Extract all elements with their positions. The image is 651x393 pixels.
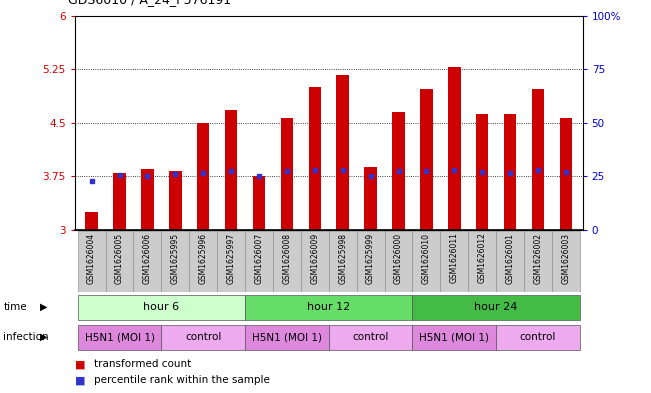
Bar (197, 123, 210, 230)
Text: GSM1625998: GSM1625998 (339, 233, 347, 283)
Bar (225, 110, 238, 230)
Text: hour 6: hour 6 (143, 302, 180, 312)
Text: GSM1626007: GSM1626007 (255, 233, 264, 284)
Bar (189, 231, 217, 292)
Bar (413, 325, 496, 350)
Bar (420, 89, 433, 230)
Bar (476, 114, 488, 230)
Bar (532, 88, 544, 230)
Text: GSM1626003: GSM1626003 (561, 233, 570, 284)
Text: hour 12: hour 12 (307, 302, 350, 312)
Text: GSM1625996: GSM1625996 (199, 233, 208, 284)
Bar (552, 231, 580, 292)
Bar (77, 295, 245, 320)
Bar (161, 231, 189, 292)
Text: H5N1 (MOI 1): H5N1 (MOI 1) (252, 332, 322, 342)
Text: GSM1626000: GSM1626000 (394, 233, 403, 284)
Text: GSM1626012: GSM1626012 (478, 233, 487, 283)
Bar (440, 231, 468, 292)
Text: control: control (352, 332, 389, 342)
Bar (85, 212, 98, 230)
Text: GSM1626004: GSM1626004 (87, 233, 96, 284)
Bar (77, 231, 105, 292)
Text: control: control (519, 332, 556, 342)
Bar (245, 231, 273, 292)
Bar (245, 325, 329, 350)
Text: ▶: ▶ (40, 302, 48, 312)
Bar (496, 325, 580, 350)
Text: transformed count: transformed count (94, 359, 191, 369)
Bar (217, 231, 245, 292)
Bar (448, 67, 461, 230)
Bar (253, 176, 266, 230)
Text: GSM1626011: GSM1626011 (450, 233, 459, 283)
Bar (385, 231, 413, 292)
Text: GSM1626009: GSM1626009 (311, 233, 319, 284)
Text: hour 24: hour 24 (475, 302, 518, 312)
Text: H5N1 (MOI 1): H5N1 (MOI 1) (419, 332, 490, 342)
Bar (357, 231, 385, 292)
Bar (329, 231, 357, 292)
Text: GSM1625999: GSM1625999 (366, 233, 375, 284)
Text: time: time (3, 302, 27, 312)
Bar (524, 231, 552, 292)
Bar (113, 173, 126, 230)
Bar (273, 231, 301, 292)
Text: GSM1626005: GSM1626005 (115, 233, 124, 284)
Bar (329, 325, 413, 350)
Text: infection: infection (3, 332, 49, 342)
Bar (309, 87, 321, 230)
Bar (468, 231, 496, 292)
Text: control: control (185, 332, 221, 342)
Text: GSM1626006: GSM1626006 (143, 233, 152, 284)
Bar (161, 325, 245, 350)
Text: GSM1626008: GSM1626008 (283, 233, 292, 283)
Text: ▶: ▶ (40, 332, 48, 342)
Text: percentile rank within the sample: percentile rank within the sample (94, 375, 270, 385)
Bar (560, 118, 572, 230)
Text: ■: ■ (75, 375, 85, 385)
Bar (337, 75, 349, 230)
Bar (245, 295, 413, 320)
Text: GSM1626002: GSM1626002 (534, 233, 542, 283)
Bar (392, 112, 405, 230)
Bar (413, 295, 580, 320)
Bar (141, 169, 154, 230)
Bar (105, 231, 133, 292)
Bar (281, 118, 293, 230)
Text: GSM1626001: GSM1626001 (506, 233, 514, 283)
Bar (496, 231, 524, 292)
Bar (365, 167, 377, 230)
Text: GSM1626010: GSM1626010 (422, 233, 431, 283)
Text: GSM1625995: GSM1625995 (171, 233, 180, 284)
Text: GSM1625997: GSM1625997 (227, 233, 236, 284)
Text: ■: ■ (75, 359, 85, 369)
Bar (133, 231, 161, 292)
Text: H5N1 (MOI 1): H5N1 (MOI 1) (85, 332, 154, 342)
Bar (169, 171, 182, 230)
Bar (413, 231, 440, 292)
Text: GDS6010 / A_24_P576191: GDS6010 / A_24_P576191 (68, 0, 232, 6)
Bar (504, 114, 516, 230)
Bar (301, 231, 329, 292)
Bar (77, 325, 161, 350)
